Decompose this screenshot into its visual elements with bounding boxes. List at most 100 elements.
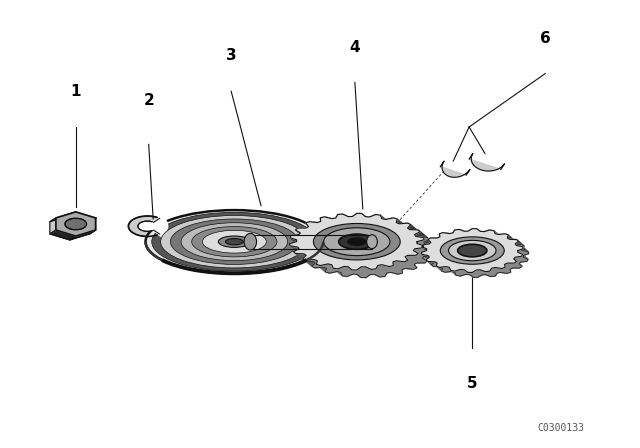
- Polygon shape: [370, 215, 385, 224]
- Polygon shape: [348, 267, 361, 278]
- Polygon shape: [422, 254, 434, 260]
- Polygon shape: [382, 265, 398, 274]
- Ellipse shape: [152, 212, 317, 271]
- Polygon shape: [514, 259, 522, 267]
- Ellipse shape: [244, 233, 257, 250]
- Polygon shape: [320, 264, 337, 273]
- Polygon shape: [90, 218, 95, 234]
- Polygon shape: [495, 267, 507, 273]
- Polygon shape: [440, 234, 445, 241]
- Polygon shape: [421, 250, 432, 257]
- Polygon shape: [316, 261, 326, 272]
- Polygon shape: [443, 233, 455, 238]
- Polygon shape: [518, 249, 529, 255]
- Polygon shape: [356, 267, 370, 278]
- Ellipse shape: [339, 234, 375, 249]
- Polygon shape: [324, 217, 341, 226]
- Polygon shape: [516, 246, 528, 252]
- Polygon shape: [508, 235, 514, 243]
- Ellipse shape: [440, 237, 504, 264]
- Polygon shape: [296, 230, 309, 241]
- Polygon shape: [399, 223, 417, 232]
- Polygon shape: [440, 267, 452, 272]
- Polygon shape: [465, 270, 474, 277]
- Polygon shape: [515, 241, 524, 249]
- Polygon shape: [494, 231, 500, 238]
- Polygon shape: [417, 244, 433, 253]
- Polygon shape: [518, 252, 528, 259]
- Polygon shape: [298, 221, 433, 278]
- Ellipse shape: [181, 223, 287, 261]
- Polygon shape: [415, 248, 432, 256]
- Polygon shape: [376, 265, 387, 276]
- Polygon shape: [336, 215, 347, 226]
- Polygon shape: [56, 212, 95, 236]
- Ellipse shape: [324, 228, 390, 256]
- Polygon shape: [408, 225, 420, 236]
- Polygon shape: [430, 238, 443, 243]
- Polygon shape: [426, 257, 435, 265]
- Polygon shape: [289, 242, 305, 251]
- Polygon shape: [423, 244, 435, 250]
- Polygon shape: [290, 237, 306, 247]
- Ellipse shape: [218, 236, 250, 247]
- Polygon shape: [472, 270, 482, 277]
- Ellipse shape: [192, 227, 277, 257]
- Polygon shape: [306, 223, 317, 234]
- Polygon shape: [455, 269, 466, 276]
- Polygon shape: [504, 264, 511, 272]
- Text: 3: 3: [226, 48, 237, 63]
- Polygon shape: [410, 229, 428, 237]
- Polygon shape: [449, 267, 456, 275]
- Ellipse shape: [145, 210, 323, 273]
- Polygon shape: [338, 267, 353, 276]
- Polygon shape: [296, 254, 313, 262]
- Text: 1: 1: [70, 84, 81, 99]
- Polygon shape: [427, 233, 529, 277]
- Polygon shape: [289, 213, 424, 270]
- Polygon shape: [453, 230, 460, 238]
- Polygon shape: [306, 259, 323, 268]
- Ellipse shape: [458, 244, 487, 257]
- Polygon shape: [428, 262, 440, 267]
- Text: 4: 4: [349, 39, 360, 55]
- Ellipse shape: [65, 218, 86, 230]
- Polygon shape: [416, 236, 433, 245]
- Ellipse shape: [170, 219, 298, 264]
- Polygon shape: [490, 268, 497, 276]
- Polygon shape: [386, 218, 403, 227]
- Polygon shape: [408, 255, 425, 263]
- Text: 6: 6: [540, 30, 550, 46]
- Polygon shape: [353, 213, 366, 224]
- Polygon shape: [320, 218, 330, 229]
- Text: 5: 5: [467, 376, 477, 391]
- Ellipse shape: [314, 224, 400, 260]
- Ellipse shape: [161, 215, 308, 268]
- Polygon shape: [294, 249, 308, 259]
- Polygon shape: [342, 214, 357, 224]
- Polygon shape: [393, 262, 403, 273]
- Polygon shape: [380, 215, 391, 226]
- Polygon shape: [459, 229, 470, 236]
- Polygon shape: [477, 229, 486, 236]
- Text: 2: 2: [143, 93, 154, 108]
- Polygon shape: [509, 239, 522, 245]
- Polygon shape: [469, 154, 504, 171]
- Polygon shape: [413, 250, 428, 261]
- Polygon shape: [415, 232, 429, 242]
- Polygon shape: [303, 255, 315, 266]
- Text: C0300133: C0300133: [538, 422, 584, 432]
- Polygon shape: [405, 257, 417, 268]
- Polygon shape: [421, 228, 524, 272]
- Polygon shape: [499, 234, 511, 239]
- Polygon shape: [362, 213, 374, 224]
- Polygon shape: [396, 261, 413, 269]
- Polygon shape: [50, 212, 76, 222]
- Polygon shape: [440, 161, 470, 177]
- Polygon shape: [484, 230, 495, 237]
- Ellipse shape: [129, 216, 166, 237]
- Polygon shape: [70, 212, 95, 222]
- Polygon shape: [309, 222, 326, 230]
- Polygon shape: [70, 230, 95, 240]
- Polygon shape: [50, 218, 56, 234]
